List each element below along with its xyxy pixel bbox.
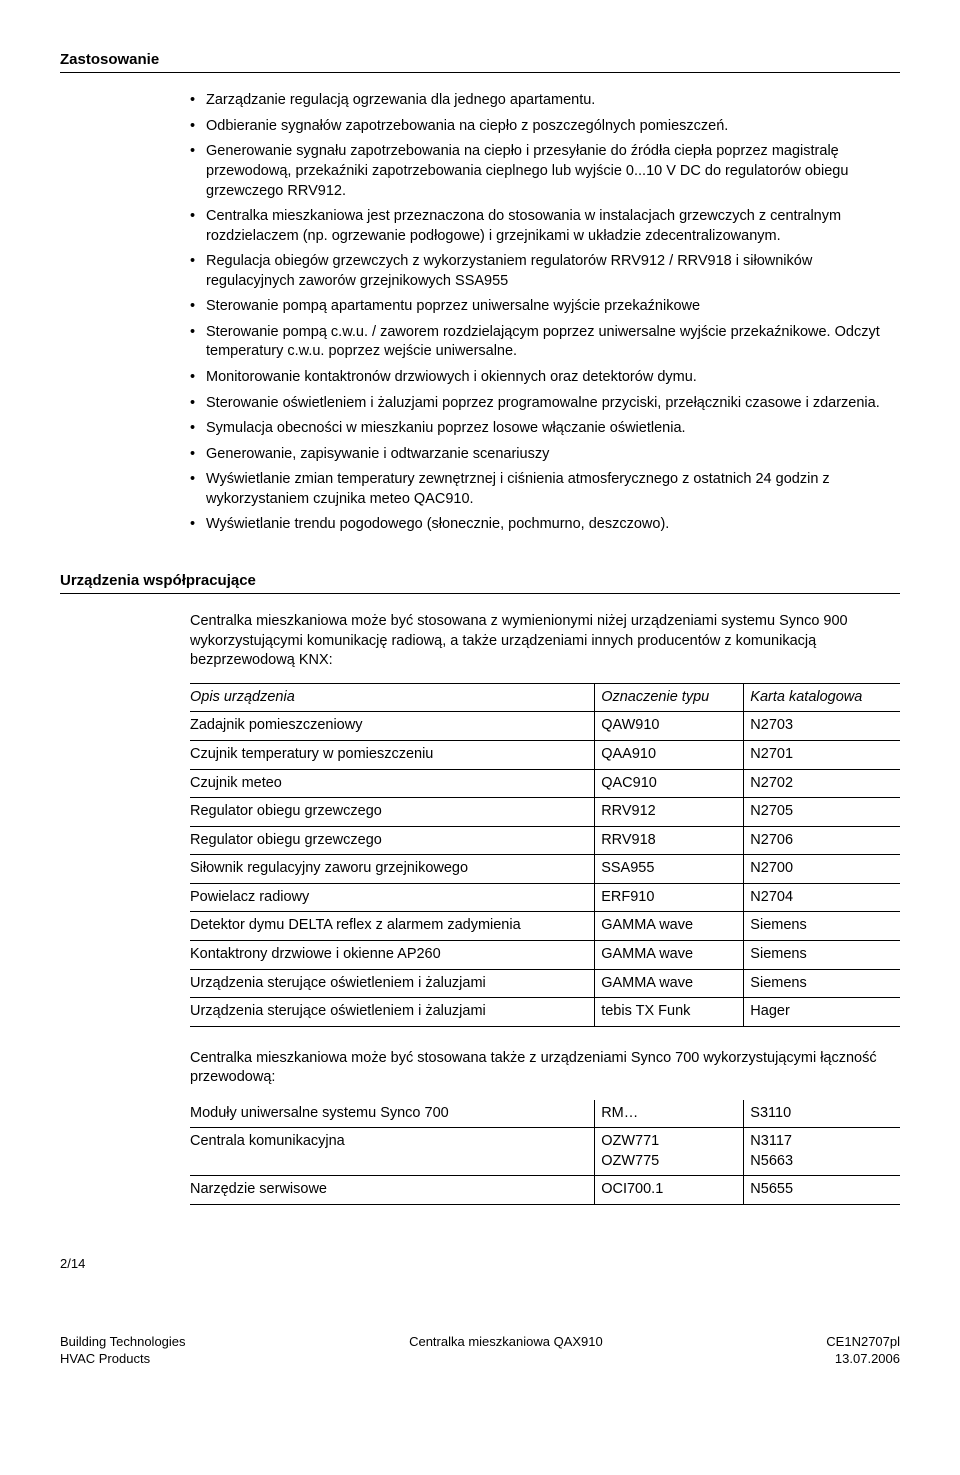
devices-content: Centralka mieszkaniowa może być stosowan… [190,612,900,1205]
footer-left-1: Building Technologies [60,1334,186,1349]
table-cell: N3117 N5663 [744,1128,900,1176]
table-row: Urządzenia sterujące oświetleniem i żalu… [190,998,900,1027]
bullet-item: Regulacja obiegów grzewczych z wykorzyst… [190,252,900,291]
table-header-desc: Opis urządzenia [190,683,595,712]
table-cell: Kontaktrony drzwiowe i okienne AP260 [190,940,595,969]
bullet-item: Monitorowanie kontaktronów drzwiowych i … [190,368,900,388]
table-cell: Czujnik meteo [190,769,595,798]
table-cell: N2706 [744,826,900,855]
application-content: Zarządzanie regulacją ogrzewania dla jed… [190,91,900,535]
table-row: Czujnik meteoQAC910N2702 [190,769,900,798]
table-row: Regulator obiegu grzewczegoRRV918N2706 [190,826,900,855]
table-cell: Urządzenia sterujące oświetleniem i żalu… [190,998,595,1027]
table-cell: Siemens [744,969,900,998]
table-cell: RM… [595,1100,744,1128]
table-cell: QAW910 [595,712,744,741]
table-cell: Czujnik temperatury w pomieszczeniu [190,741,595,770]
page-number: 2/14 [60,1255,900,1273]
bullet-item: Symulacja obecności w mieszkaniu poprzez… [190,419,900,439]
table-cell: Siemens [744,912,900,941]
table-row: Kontaktrony drzwiowe i okienne AP260GAMM… [190,940,900,969]
table-cell: Hager [744,998,900,1027]
table-header-type: Oznaczenie typu [595,683,744,712]
table-cell: S3110 [744,1100,900,1128]
bullet-item: Wyświetlanie zmian temperatury zewnętrzn… [190,470,900,509]
bullet-item: Sterowanie pompą c.w.u. / zaworem rozdzi… [190,323,900,362]
table-cell: N2704 [744,883,900,912]
table-cell: GAMMA wave [595,940,744,969]
application-bullets: Zarządzanie regulacją ogrzewania dla jed… [190,91,900,535]
device-table-1: Opis urządzenia Oznaczenie typu Karta ka… [190,683,900,1027]
table-row: Czujnik temperatury w pomieszczeniuQAA91… [190,741,900,770]
table-cell: Zadajnik pomieszczeniowy [190,712,595,741]
table-cell: N2701 [744,741,900,770]
table-cell: RRV918 [595,826,744,855]
table-cell: Narzędzie serwisowe [190,1176,595,1205]
bullet-item: Odbieranie sygnałów zapotrzebowania na c… [190,117,900,137]
footer-right-1: CE1N2707pl [826,1334,900,1349]
bullet-item: Sterowanie pompą apartamentu poprzez uni… [190,297,900,317]
table-cell: Siemens [744,940,900,969]
table-cell: Centrala komunikacyjna [190,1128,595,1176]
table-cell: N2703 [744,712,900,741]
table-cell: QAA910 [595,741,744,770]
table-cell: tebis TX Funk [595,998,744,1027]
table-row: Moduły uniwersalne systemu Synco 700RM…S… [190,1100,900,1128]
devices-intro-1: Centralka mieszkaniowa może być stosowan… [190,612,900,671]
footer-left-2: HVAC Products [60,1351,150,1366]
table-cell: N2705 [744,798,900,827]
table-row: Powielacz radiowyERF910N2704 [190,883,900,912]
device-table-2: Moduły uniwersalne systemu Synco 700RM…S… [190,1100,900,1205]
bullet-item: Generowanie sygnału zapotrzebowania na c… [190,142,900,201]
table-row: Siłownik regulacyjny zaworu grzejnikoweg… [190,855,900,884]
table-cell: QAC910 [595,769,744,798]
table-cell: Regulator obiegu grzewczego [190,798,595,827]
table-header-catalog: Karta katalogowa [744,683,900,712]
footer-center: Centralka mieszkaniowa QAX910 [409,1334,603,1349]
section-title-devices: Urządzenia współpracujące [60,571,900,594]
table-cell: ERF910 [595,883,744,912]
table-cell: Urządzenia sterujące oświetleniem i żalu… [190,969,595,998]
bullet-item: Sterowanie oświetleniem i żaluzjami popr… [190,394,900,414]
table-cell: Regulator obiegu grzewczego [190,826,595,855]
footer-right-2: 13.07.2006 [835,1351,900,1366]
table-cell: N2700 [744,855,900,884]
table-cell: SSA955 [595,855,744,884]
table-row: Centrala komunikacyjnaOZW771 OZW775N3117… [190,1128,900,1176]
table-row: Urządzenia sterujące oświetleniem i żalu… [190,969,900,998]
bullet-item: Zarządzanie regulacją ogrzewania dla jed… [190,91,900,111]
table-row: Narzędzie serwisoweOCI700.1N5655 [190,1176,900,1205]
table-cell: Detektor dymu DELTA reflex z alarmem zad… [190,912,595,941]
bullet-item: Generowanie, zapisywanie i odtwarzanie s… [190,445,900,465]
table-cell: GAMMA wave [595,969,744,998]
table-cell: N5655 [744,1176,900,1205]
table-cell: Siłownik regulacyjny zaworu grzejnikoweg… [190,855,595,884]
table-cell: OCI700.1 [595,1176,744,1205]
table-cell: Powielacz radiowy [190,883,595,912]
section-title-application: Zastosowanie [60,50,900,73]
table-row: Zadajnik pomieszczeniowyQAW910N2703 [190,712,900,741]
table-cell: RRV912 [595,798,744,827]
bullet-item: Centralka mieszkaniowa jest przeznaczona… [190,207,900,246]
table-cell: OZW771 OZW775 [595,1128,744,1176]
devices-intro-2: Centralka mieszkaniowa może być stosowan… [190,1049,900,1088]
table-cell: N2702 [744,769,900,798]
table-row: Detektor dymu DELTA reflex z alarmem zad… [190,912,900,941]
bullet-item: Wyświetlanie trendu pogodowego (słoneczn… [190,515,900,535]
table-row: Regulator obiegu grzewczegoRRV912N2705 [190,798,900,827]
table-cell: Moduły uniwersalne systemu Synco 700 [190,1100,595,1128]
table-cell: GAMMA wave [595,912,744,941]
page-footer: Building Technologies HVAC Products Cent… [60,1333,900,1368]
